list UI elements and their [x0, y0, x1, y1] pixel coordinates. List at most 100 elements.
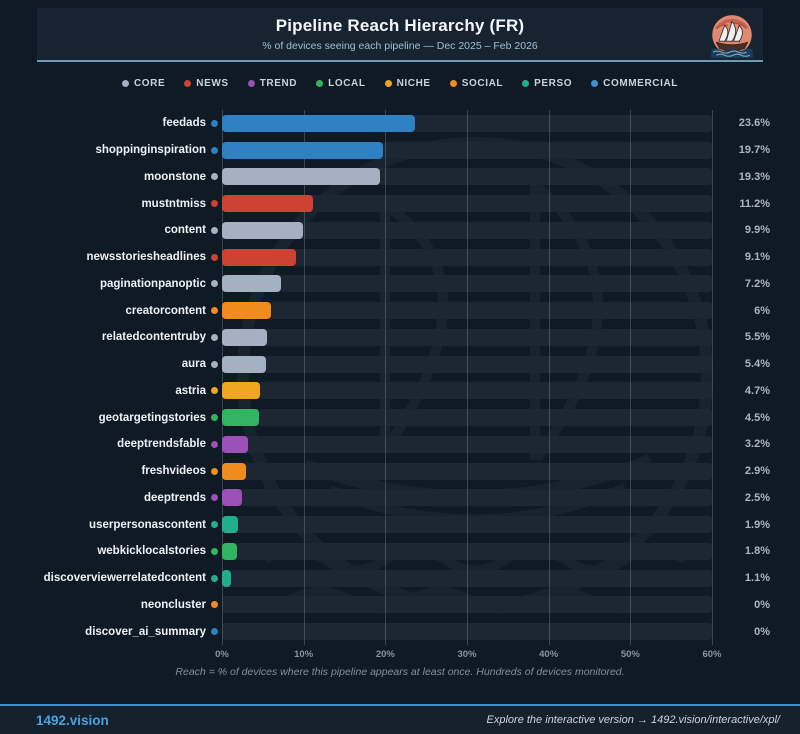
footer-brand: 1492.vision: [36, 712, 109, 728]
ship-logo-icon: [711, 15, 753, 58]
row-label: neoncluster: [140, 598, 206, 611]
chart-row: mustntmiss 11.2%: [0, 190, 800, 217]
row-value: 11.2%: [739, 197, 770, 210]
bar-track: [222, 516, 712, 534]
axis-tick-label: 30%: [457, 649, 477, 660]
category-dot-icon: [210, 601, 218, 609]
bar-track: [222, 623, 712, 641]
row-value: 5.5%: [744, 331, 770, 344]
footer-cta: Explore the interactive version → 1492.v…: [486, 714, 780, 726]
legend-label: NICHE: [396, 78, 431, 89]
row-label: astria: [175, 384, 206, 397]
legend-label: CORE: [133, 78, 166, 89]
row-label: webkicklocalstories: [97, 545, 206, 558]
legend-item: NICHE: [384, 78, 431, 89]
category-dot-icon: [210, 119, 218, 127]
bar-track: [222, 195, 712, 213]
dot-cell: [206, 601, 222, 609]
chart-row: freshvideos 2.9%: [0, 458, 800, 485]
row-label: newsstoriesheadlines: [86, 251, 206, 264]
category-dot-icon: [210, 146, 218, 154]
row-label: deeptrendsfable: [117, 438, 206, 451]
row-value: 2.5%: [744, 491, 770, 504]
row-value: 9.1%: [744, 251, 770, 264]
bar: [222, 302, 271, 320]
dot-cell: [206, 280, 222, 288]
dot-cell: [206, 333, 222, 341]
bar-track: [222, 248, 712, 266]
axis-tick-label: 20%: [375, 649, 395, 660]
bar-track: [222, 489, 712, 507]
row-label: feedads: [162, 117, 206, 130]
legend-item: PERSO: [522, 78, 572, 89]
bar-track: [222, 221, 712, 239]
row-value: 0%: [754, 598, 770, 611]
row-label: moonstone: [144, 170, 206, 183]
bar-track: [222, 141, 712, 159]
chart-row: neoncluster 0%: [0, 592, 800, 619]
dot-cell: [206, 494, 222, 502]
bar: [222, 569, 231, 587]
row-value: 1.9%: [744, 518, 770, 531]
category-dot-icon: [210, 521, 218, 529]
chart-row: discover_ai_summary 0%: [0, 618, 800, 645]
row-value: 0%: [754, 625, 770, 638]
chart-row: feedads 23.6%: [0, 110, 800, 137]
bar-track: [222, 114, 712, 132]
chart-row: astria 4.7%: [0, 378, 800, 405]
axis-tick-label: 60%: [702, 649, 722, 660]
category-dot-icon: [210, 547, 218, 555]
bar-chart: feedads 23.6% shoppinginspiration 19.7% …: [0, 110, 800, 645]
row-label: shoppinginspiration: [95, 144, 206, 157]
bar: [222, 328, 267, 346]
bar: [222, 462, 246, 480]
bar-track: [222, 435, 712, 453]
chart-row: moonstone 19.3%: [0, 164, 800, 191]
dot-cell: [206, 307, 222, 315]
dot-cell: [206, 146, 222, 154]
category-dot-icon: [210, 280, 218, 288]
category-dot-icon: [210, 414, 218, 422]
row-value: 7.2%: [744, 277, 770, 290]
row-label: discoverviewerrelatedcontent: [43, 572, 206, 585]
bar: [222, 409, 259, 427]
bar: [222, 542, 237, 560]
row-value: 4.7%: [744, 384, 770, 397]
legend-dot-icon: [316, 80, 324, 87]
legend-item: CORE: [121, 78, 166, 89]
dot-cell: [206, 360, 222, 368]
chart-row: discoverviewerrelatedcontent 1.1%: [0, 565, 800, 592]
bar-track: [222, 596, 712, 614]
bar: [222, 195, 314, 213]
header-panel: Pipeline Reach Hierarchy (FR) % of devic…: [37, 8, 763, 62]
row-value: 19.3%: [738, 170, 770, 183]
category-dot-icon: [210, 440, 218, 448]
chart-legend: CORE NEWS TREND LOCAL NICHE SOCIAL PERSO…: [0, 78, 800, 89]
chart-row: deeptrendsfable 3.2%: [0, 431, 800, 458]
legend-dot-icon: [121, 80, 129, 87]
bar: [222, 275, 281, 293]
legend-dot-icon: [384, 80, 392, 87]
row-value: 6%: [754, 304, 770, 317]
axis-tick-label: 0%: [215, 649, 229, 660]
dot-cell: [206, 440, 222, 448]
legend-dot-icon: [522, 80, 530, 87]
legend-dot-icon: [591, 80, 599, 87]
row-value: 4.5%: [744, 411, 770, 424]
row-label: discover_ai_summary: [85, 625, 206, 638]
chart-row: webkicklocalstories 1.8%: [0, 538, 800, 565]
row-value: 1.1%: [744, 572, 770, 585]
chart-row: newsstoriesheadlines 9.1%: [0, 244, 800, 271]
category-dot-icon: [210, 173, 218, 181]
dot-cell: [206, 628, 222, 636]
chart-row: userpersonascontent 1.9%: [0, 511, 800, 538]
legend-dot-icon: [247, 80, 255, 87]
dot-cell: [206, 414, 222, 422]
category-dot-icon: [210, 200, 218, 208]
bar-track: [222, 542, 712, 560]
bar: [222, 355, 267, 373]
row-label: aura: [181, 358, 206, 371]
bar: [222, 141, 383, 159]
chart-row: creatorcontent 6%: [0, 297, 800, 324]
dot-cell: [206, 173, 222, 181]
